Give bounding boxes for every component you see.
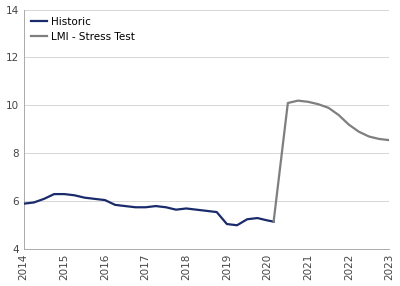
Historic — [62, 192, 67, 196]
LMI - Stress Test — [306, 100, 310, 104]
Historic — [133, 206, 138, 209]
LMI - Stress Test — [271, 220, 276, 223]
Historic — [271, 220, 276, 223]
Historic — [143, 206, 148, 209]
LMI - Stress Test — [296, 99, 300, 102]
LMI - Stress Test — [336, 113, 341, 117]
Historic — [174, 208, 178, 211]
Historic — [52, 192, 56, 196]
Historic — [102, 198, 107, 202]
LMI - Stress Test — [316, 102, 321, 106]
Historic — [92, 197, 97, 200]
Historic — [32, 201, 36, 204]
Historic — [255, 216, 260, 220]
LMI - Stress Test — [326, 106, 331, 110]
LMI - Stress Test — [356, 130, 361, 134]
Historic — [265, 219, 270, 222]
Historic — [82, 196, 87, 199]
Historic — [235, 224, 240, 227]
Historic — [21, 202, 26, 205]
Line: Historic: Historic — [24, 194, 274, 225]
LMI - Stress Test — [387, 138, 392, 142]
LMI - Stress Test — [346, 123, 351, 126]
Historic — [153, 204, 158, 208]
Historic — [42, 197, 46, 200]
Historic — [164, 206, 168, 209]
Historic — [204, 209, 209, 212]
Historic — [214, 210, 219, 214]
Historic — [224, 222, 229, 226]
LMI - Stress Test — [367, 135, 372, 138]
Historic — [72, 194, 77, 197]
Historic — [184, 207, 189, 210]
Historic — [245, 218, 250, 221]
Line: LMI - Stress Test: LMI - Stress Test — [274, 101, 390, 222]
Historic — [123, 204, 128, 208]
LMI - Stress Test — [286, 101, 290, 105]
Historic — [113, 203, 118, 206]
Historic — [194, 208, 199, 211]
LMI - Stress Test — [377, 137, 382, 141]
Legend: Historic, LMI - Stress Test: Historic, LMI - Stress Test — [27, 13, 139, 46]
